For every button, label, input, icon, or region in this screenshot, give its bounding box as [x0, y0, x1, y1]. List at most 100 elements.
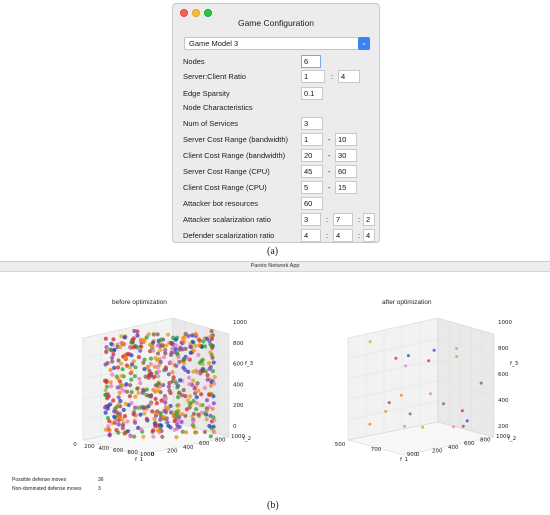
data-point [191, 348, 196, 353]
data-point [103, 388, 108, 393]
data-point [162, 408, 167, 413]
data-point [188, 344, 193, 349]
attacker-scal-3-field[interactable]: 2 [363, 213, 375, 226]
data-point [138, 412, 143, 417]
data-point [121, 341, 127, 347]
data-point [119, 361, 124, 366]
data-point [127, 344, 133, 350]
client-bandwidth-label: Client Cost Range (bandwidth) [183, 151, 286, 160]
data-point [118, 398, 123, 404]
data-point [175, 413, 180, 418]
edge-sparsity-field[interactable]: 0.1 [301, 87, 323, 100]
server-bandwidth-min-field[interactable]: 1 [301, 133, 323, 146]
zoom-window-icon[interactable] [204, 9, 212, 17]
defender-scal-1-field[interactable]: 4 [301, 229, 321, 242]
server-bandwidth-max-field[interactable]: 10 [335, 133, 357, 146]
client-cpu-label: Client Cost Range (CPU) [183, 183, 267, 192]
floor-pane [347, 421, 495, 456]
data-point [427, 359, 431, 363]
attacker-scal-separator-1: : [326, 215, 329, 224]
data-point [194, 400, 199, 405]
data-point [104, 384, 110, 389]
server-cpu-min-field[interactable]: 45 [301, 165, 323, 178]
data-point [163, 396, 168, 401]
data-point [421, 425, 425, 429]
app-titlebar: Pareto Network App [0, 262, 550, 272]
data-point [199, 359, 204, 364]
data-point [108, 380, 113, 385]
data-point [123, 431, 128, 436]
data-point [125, 389, 130, 394]
data-point [193, 331, 198, 336]
server-cpu-max-field[interactable]: 60 [335, 165, 357, 178]
data-point [202, 344, 208, 349]
data-point [178, 345, 183, 350]
defender-scal-3-field[interactable]: 4 [363, 229, 375, 242]
ratio-server-field[interactable]: 1 [301, 70, 325, 83]
attacker-scal-separator-2: : [358, 215, 361, 224]
client-bandwidth-min-field[interactable]: 20 [301, 149, 323, 162]
data-point [202, 429, 207, 435]
data-point [194, 395, 199, 400]
client-cpu-separator: - [328, 183, 331, 192]
data-point [452, 425, 455, 429]
data-point [174, 363, 179, 368]
edge-sparsity-label: Edge Sparsity [183, 89, 230, 98]
defender-scal-2-field[interactable]: 4 [333, 229, 353, 242]
y-tick-label: 1000 [496, 434, 510, 440]
data-point [151, 428, 156, 433]
num-services-field[interactable]: 3 [301, 117, 323, 130]
app-title: Pareto Network App [250, 263, 300, 269]
attacker-scal-2-field[interactable]: 7 [333, 213, 353, 226]
data-point [211, 415, 216, 420]
y-tick-label: 800 [215, 438, 226, 444]
caption-b: (b) [267, 500, 279, 511]
ratio-client-field[interactable]: 4 [338, 70, 360, 83]
data-point [115, 385, 120, 390]
data-point [120, 367, 125, 372]
data-point [209, 329, 214, 334]
data-point [152, 421, 157, 426]
data-point [143, 405, 148, 410]
data-point [159, 337, 164, 342]
attacker-bot-field[interactable]: 60 [301, 197, 323, 210]
nodes-field[interactable]: 6 [301, 55, 321, 68]
data-point [110, 359, 115, 364]
data-point [211, 424, 216, 429]
z-tick-label: 800 [233, 341, 244, 347]
data-point [191, 419, 196, 424]
data-point [133, 365, 138, 370]
client-cpu-max-field[interactable]: 15 [335, 181, 357, 194]
data-point [161, 355, 167, 360]
game-model-select[interactable]: Game Model 3 ⌄ [184, 37, 370, 50]
data-point [154, 401, 159, 406]
data-point [180, 429, 185, 434]
pareto-network-app-window: Pareto Network App before optimization a… [0, 261, 550, 493]
data-point [107, 433, 112, 438]
attacker-scal-1-field[interactable]: 3 [301, 213, 321, 226]
data-point [171, 411, 176, 416]
data-point [167, 388, 172, 393]
game-configuration-window: Game Configuration Game Model 3 ⌄ Nodes … [172, 3, 380, 243]
y-tick-label: 600 [464, 441, 475, 447]
data-point [138, 337, 143, 342]
data-point [178, 378, 183, 383]
data-point [106, 424, 111, 429]
chevron-down-icon[interactable]: ⌄ [358, 37, 370, 50]
data-point [129, 390, 134, 395]
data-point [191, 378, 196, 383]
y-tick-label: 1000 [231, 434, 245, 440]
close-window-icon[interactable] [180, 9, 188, 17]
data-point [136, 390, 141, 395]
data-point [176, 403, 181, 408]
plot-before-optimization[interactable]: 0 200 400 600 800 100002004006008001000020040… [55, 312, 255, 462]
client-cpu-min-field[interactable]: 5 [301, 181, 323, 194]
minimize-window-icon[interactable] [192, 9, 200, 17]
data-point [148, 349, 153, 354]
data-point [186, 369, 191, 374]
data-point [103, 392, 108, 397]
client-bandwidth-max-field[interactable]: 30 [335, 149, 357, 162]
data-point [144, 393, 149, 398]
data-point [207, 392, 212, 397]
